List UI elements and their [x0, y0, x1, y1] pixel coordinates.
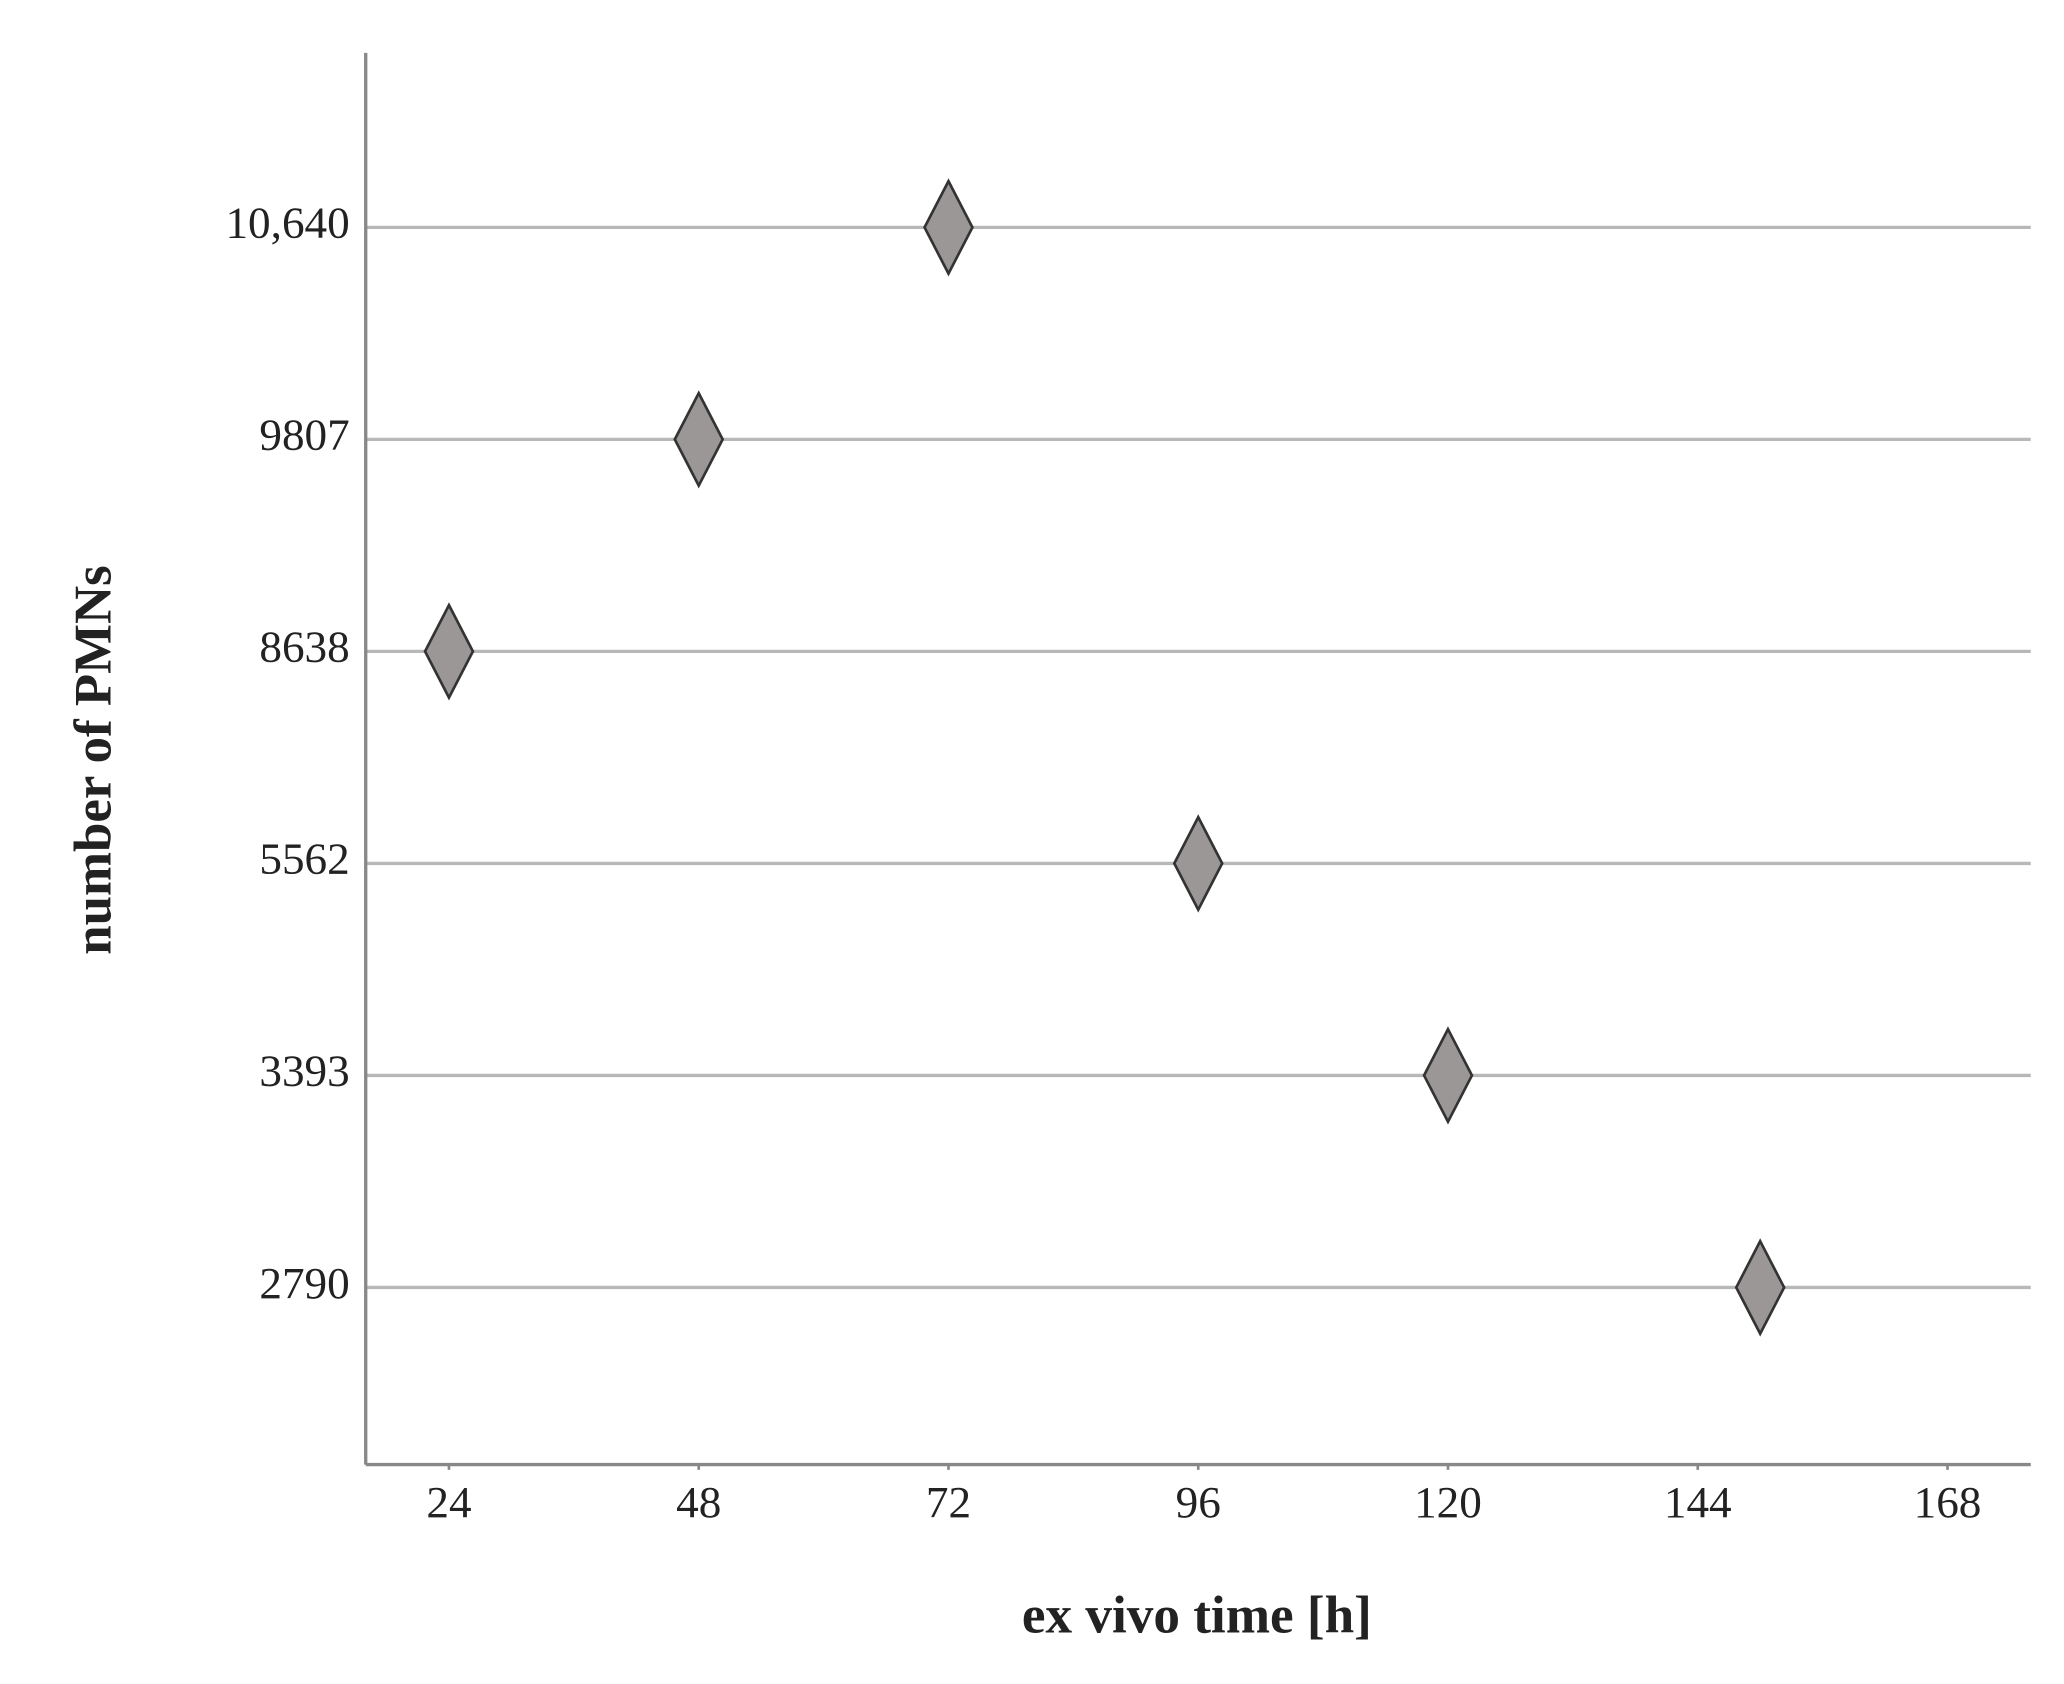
x-tick-label: 96 — [1176, 1477, 1221, 1527]
y-tick-label: 5562 — [259, 834, 349, 884]
y-tick-label: 9807 — [259, 410, 349, 460]
x-tick-label: 144 — [1664, 1477, 1732, 1527]
x-tick-label: 72 — [926, 1477, 971, 1527]
x-tick-label: 168 — [1914, 1477, 1982, 1527]
y-tick-label: 8638 — [259, 622, 349, 672]
x-axis-title: ex vivo time [h] — [1022, 1587, 1372, 1645]
y-tick-label: 3393 — [259, 1046, 349, 1096]
x-tick-label: 24 — [426, 1477, 471, 1527]
point — [1422, 1026, 1474, 1125]
point — [923, 178, 974, 277]
y-tick-label: 10,640 — [225, 198, 349, 248]
point — [423, 602, 475, 701]
x-tick-label: 120 — [1414, 1477, 1482, 1527]
y-tick-label: 2790 — [259, 1258, 349, 1308]
point — [673, 390, 725, 489]
y-axis-title: number of PMNs — [64, 565, 122, 955]
x-tick-label: 48 — [676, 1477, 721, 1527]
point — [1172, 814, 1224, 913]
point — [1734, 1238, 1786, 1337]
